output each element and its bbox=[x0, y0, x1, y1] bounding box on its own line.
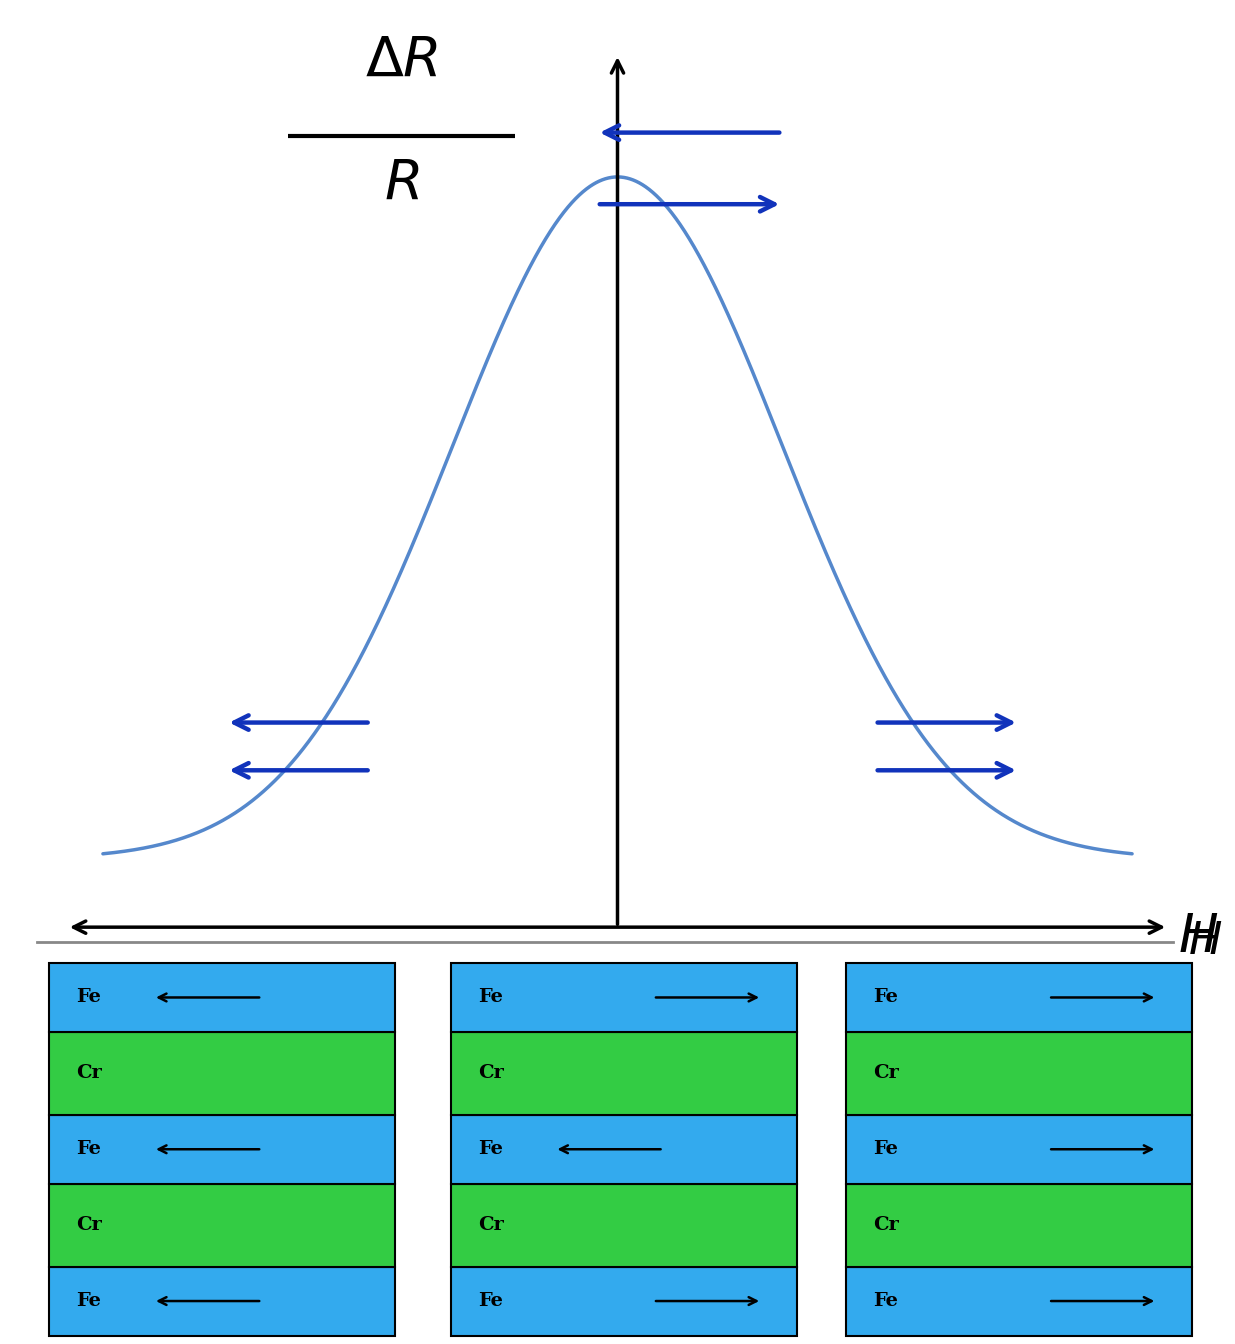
Bar bbox=[49, 1032, 395, 1114]
Bar bbox=[49, 1114, 395, 1184]
Text: Fe: Fe bbox=[77, 988, 101, 1007]
Text: Cr: Cr bbox=[873, 1216, 899, 1234]
Bar bbox=[451, 1032, 797, 1114]
Bar bbox=[451, 1114, 797, 1184]
Text: Cr: Cr bbox=[478, 1216, 504, 1234]
Bar bbox=[49, 1184, 395, 1266]
Text: Fe: Fe bbox=[478, 1140, 503, 1159]
Bar bbox=[451, 1266, 797, 1336]
Text: Cr: Cr bbox=[873, 1064, 899, 1082]
Text: Cr: Cr bbox=[77, 1216, 103, 1234]
Bar bbox=[846, 1114, 1192, 1184]
Text: Fe: Fe bbox=[77, 1140, 101, 1159]
Text: $H$: $H$ bbox=[1188, 921, 1223, 964]
Text: $R$: $R$ bbox=[384, 156, 419, 211]
Bar bbox=[846, 1266, 1192, 1336]
Bar bbox=[451, 962, 797, 1032]
Bar bbox=[846, 1184, 1192, 1266]
Text: Fe: Fe bbox=[478, 988, 503, 1007]
Text: $H$: $H$ bbox=[1178, 911, 1219, 962]
Text: $\Delta R$: $\Delta R$ bbox=[364, 34, 438, 89]
Text: Fe: Fe bbox=[77, 1292, 101, 1310]
Text: Fe: Fe bbox=[478, 1292, 503, 1310]
Bar bbox=[451, 1184, 797, 1266]
Text: Fe: Fe bbox=[873, 988, 898, 1007]
Text: Fe: Fe bbox=[873, 1292, 898, 1310]
Text: Fe: Fe bbox=[873, 1140, 898, 1159]
Bar bbox=[846, 1032, 1192, 1114]
Bar bbox=[846, 962, 1192, 1032]
Text: Cr: Cr bbox=[478, 1064, 504, 1082]
Bar bbox=[49, 1266, 395, 1336]
Text: Cr: Cr bbox=[77, 1064, 103, 1082]
Bar bbox=[49, 962, 395, 1032]
